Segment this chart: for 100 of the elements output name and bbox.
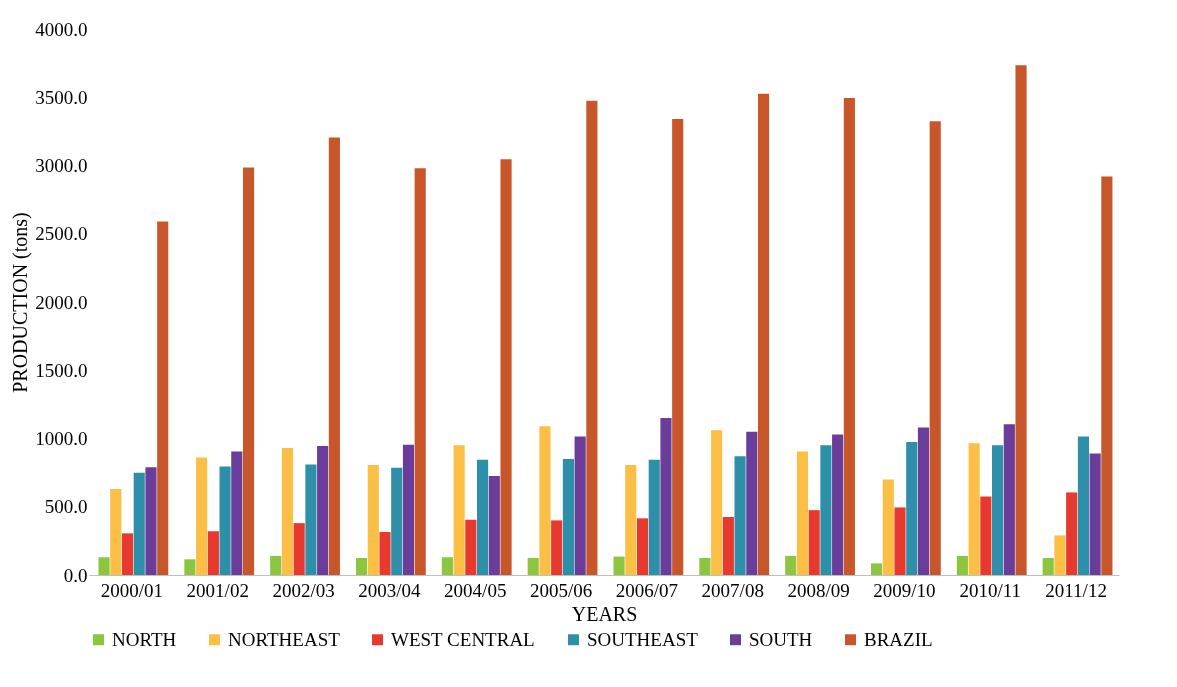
legend-label: BRAZIL	[864, 628, 933, 650]
bar	[355, 557, 368, 575]
bar	[465, 519, 477, 575]
bar	[145, 467, 157, 575]
bar	[133, 472, 145, 575]
x-tick-label: 2006/07	[615, 579, 679, 601]
bar	[722, 516, 734, 575]
bar	[968, 443, 980, 575]
bar	[121, 533, 134, 575]
y-tick-label: 500.0	[44, 496, 88, 518]
x-axis-title: YEARS	[571, 602, 638, 625]
bar	[636, 518, 649, 575]
bar	[785, 555, 797, 575]
bar	[929, 121, 941, 575]
bar	[305, 464, 317, 575]
bar	[1089, 453, 1101, 575]
y-tick-label: 3500.0	[35, 86, 88, 108]
bar	[207, 531, 219, 575]
bar	[414, 168, 426, 575]
bar	[242, 167, 255, 575]
y-tick-label: 4000.0	[35, 18, 88, 40]
bar	[184, 559, 196, 575]
legend-label: SOUTHEAST	[587, 628, 699, 650]
bar	[157, 221, 169, 575]
y-tick-label: 3000.0	[35, 155, 88, 176]
bar	[894, 507, 906, 575]
bar	[711, 430, 723, 575]
y-tick-label: 2000.0	[35, 291, 88, 313]
bar	[586, 100, 598, 575]
bar	[391, 467, 403, 575]
bar	[1003, 424, 1015, 575]
bar	[562, 458, 574, 575]
bar	[832, 434, 844, 575]
bar	[1101, 176, 1113, 575]
bar	[660, 418, 672, 575]
x-tick-label: 2011/12	[1045, 579, 1107, 601]
bar	[500, 159, 512, 575]
y-axis-title: PRODUCTION (tons)	[9, 212, 33, 393]
bar	[648, 459, 660, 575]
x-tick-label: 2000/01	[100, 579, 164, 601]
x-tick-label: 2005/06	[529, 579, 593, 601]
bar	[477, 459, 489, 575]
y-tick-label: 1500.0	[35, 359, 88, 381]
bar	[270, 555, 282, 575]
bar	[281, 448, 294, 575]
bar	[231, 451, 243, 575]
bar	[379, 532, 391, 575]
x-tick-label: 2007/08	[701, 579, 764, 601]
legend-label: NORTH	[112, 628, 177, 650]
bar	[734, 456, 746, 575]
bar	[956, 555, 968, 575]
bar	[110, 489, 122, 575]
x-tick-label: 2008/09	[787, 579, 850, 601]
bar	[613, 556, 625, 575]
bar	[870, 563, 883, 575]
x-tick-label: 2009/10	[873, 579, 936, 601]
bar	[98, 557, 110, 575]
bar	[551, 520, 563, 575]
bar	[1042, 557, 1054, 575]
bar	[196, 457, 208, 575]
bar	[917, 427, 930, 575]
bar	[882, 479, 894, 575]
x-tick-label: 2010/11	[959, 579, 1022, 601]
y-tick-label: 0.0	[63, 564, 88, 586]
bar	[992, 445, 1004, 575]
bar	[1066, 492, 1078, 575]
bar	[1054, 535, 1066, 575]
x-tick-label: 2002/03	[272, 579, 335, 601]
x-tick-label: 2001/02	[186, 579, 249, 601]
bar	[317, 446, 329, 575]
bar	[746, 431, 758, 575]
bar	[1015, 65, 1027, 575]
bar	[219, 466, 231, 575]
legend-label: WEST CENTRAL	[391, 628, 535, 650]
legend-label: NORTHEAST	[228, 628, 341, 650]
bar	[441, 557, 453, 575]
bar	[808, 510, 820, 575]
bar	[1077, 436, 1089, 575]
bar	[293, 523, 305, 575]
x-tick-label: 2004/05	[444, 579, 507, 601]
bar	[757, 93, 770, 575]
bar	[796, 451, 809, 575]
bar	[453, 445, 465, 575]
bar	[367, 465, 379, 575]
y-tick-label: 2500.0	[35, 223, 88, 245]
bar	[328, 137, 340, 575]
bar	[980, 496, 992, 575]
bar	[488, 476, 500, 575]
bar	[906, 441, 918, 575]
bar	[820, 445, 832, 575]
bar	[527, 557, 539, 575]
bar	[672, 119, 684, 575]
bar	[402, 444, 415, 575]
y-tick-label: 1000.0	[35, 428, 88, 449]
bar	[539, 426, 551, 575]
bar	[699, 557, 711, 575]
legend-label: SOUTH	[749, 628, 813, 650]
bar	[625, 465, 637, 575]
x-tick-label: 2003/04	[358, 579, 422, 601]
bar	[843, 97, 855, 575]
